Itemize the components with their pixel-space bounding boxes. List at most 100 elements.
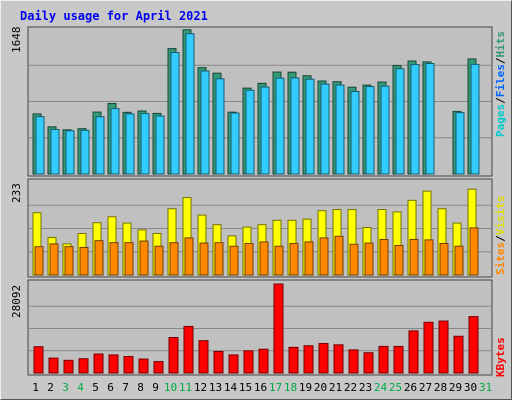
files-bar-day-12 <box>200 70 210 175</box>
kbytes-bar-day-5 <box>93 353 104 374</box>
kbytes-bar-day-2 <box>48 357 59 374</box>
x-tick-day-4: 4 <box>77 381 84 394</box>
x-tick-day-5: 5 <box>92 381 99 394</box>
sites-bar-day-11 <box>184 237 194 276</box>
kbytes-bar-day-10 <box>168 337 179 374</box>
kbytes-bar-day-11 <box>183 325 194 374</box>
legend-visits: Visits <box>494 196 507 236</box>
sites-bar-day-4 <box>79 246 89 276</box>
kbytes-ytick: 28092 <box>10 285 23 318</box>
sites-bar-day-27 <box>424 239 434 276</box>
kbytes-bar-day-20 <box>318 343 329 374</box>
kbytes-bar-day-17 <box>273 283 284 374</box>
sites-bar-day-26 <box>409 238 419 276</box>
kbytes-bar-day-13 <box>213 350 224 374</box>
kbytes-bar-day-9 <box>153 361 164 374</box>
x-tick-day-22: 22 <box>344 381 357 394</box>
legend-sites: Sites <box>494 242 507 275</box>
x-tick-day-15: 15 <box>239 381 252 394</box>
x-tick-day-26: 26 <box>404 381 417 394</box>
files-bar-day-30 <box>470 63 480 175</box>
files-bar-day-23 <box>365 86 375 175</box>
sites-bar-day-23 <box>364 242 374 276</box>
kbytes-bar-day-14 <box>228 354 239 374</box>
x-tick-day-30: 30 <box>464 381 477 394</box>
kbytes-panel-marks <box>29 283 491 374</box>
sites-bar-day-15 <box>244 242 254 276</box>
kbytes-legend: KBytes <box>494 337 507 377</box>
files-bar-day-21 <box>335 84 345 175</box>
sites-bar-day-13 <box>214 242 224 276</box>
x-tick-day-23: 23 <box>359 381 372 394</box>
kbytes-bar-day-19 <box>303 345 314 374</box>
files-bar-day-17 <box>275 77 285 175</box>
files-bar-day-9 <box>155 115 165 175</box>
sites-bar-day-28 <box>439 242 449 276</box>
chart-title: Daily usage for April 2021 <box>20 9 208 23</box>
kbytes-bar-day-7 <box>123 356 134 374</box>
sites-bar-day-18 <box>289 242 299 276</box>
kbytes-bar-day-8 <box>138 358 149 374</box>
sites-bar-day-12 <box>199 242 209 276</box>
files-bar-day-16 <box>260 86 270 175</box>
legend-pages: Pages <box>494 104 507 137</box>
x-tick-day-10: 10 <box>164 381 177 394</box>
kbytes-bar-day-22 <box>348 349 359 374</box>
kbytes-bar-day-30 <box>468 316 479 374</box>
kbytes-bar-day-18 <box>288 346 299 374</box>
sites-bar-day-21 <box>334 235 344 276</box>
files-bar-day-19 <box>305 78 315 175</box>
legend-files: Files <box>494 64 507 97</box>
visits-ytick: 233 <box>10 183 23 203</box>
x-tick-day-9: 9 <box>152 381 159 394</box>
hits-panel-marks <box>29 29 491 175</box>
kbytes-bar-day-25 <box>393 345 404 374</box>
hits-ytick: 1648 <box>10 27 23 54</box>
kbytes-bar-day-6 <box>108 354 119 374</box>
sites-bar-day-30 <box>469 227 479 276</box>
x-tick-day-1: 1 <box>32 381 39 394</box>
sites-bar-day-17 <box>274 245 284 276</box>
sites-bar-day-24 <box>379 238 389 276</box>
files-bar-day-4 <box>80 129 90 175</box>
sites-bar-day-10 <box>169 242 179 276</box>
files-bar-day-5 <box>95 116 105 175</box>
x-axis-day-labels: 1 2 3 4 5 6 7 8 9 10 11 12 13 14 15 16 17 18 19 20 21 22 23 24 2… <box>32 381 492 394</box>
x-tick-day-17: 17 <box>269 381 282 394</box>
x-tick-day-25: 25 <box>389 381 402 394</box>
sites-bar-day-9 <box>154 245 164 276</box>
files-bar-day-14 <box>230 112 240 175</box>
x-tick-day-13: 13 <box>209 381 222 394</box>
kbytes-bar-day-24 <box>378 345 389 374</box>
kbytes-bar-day-16 <box>258 348 269 374</box>
x-tick-day-27: 27 <box>419 381 432 394</box>
kbytes-bar-day-3 <box>63 359 74 374</box>
sites-bar-day-3 <box>64 246 74 276</box>
files-bar-day-27 <box>425 62 435 175</box>
x-tick-day-31: 31 <box>479 381 492 394</box>
x-tick-day-21: 21 <box>329 381 342 394</box>
visits-panel-marks <box>29 188 491 276</box>
x-tick-day-29: 29 <box>449 381 462 394</box>
x-tick-day-3: 3 <box>62 381 69 394</box>
x-tick-day-2: 2 <box>47 381 54 394</box>
x-tick-day-8: 8 <box>137 381 144 394</box>
files-bar-day-26 <box>410 64 420 175</box>
visits-legend: Sites/Visits <box>494 196 507 276</box>
sites-bar-day-20 <box>319 237 329 276</box>
files-bar-day-22 <box>350 90 360 175</box>
sites-bar-day-25 <box>394 244 404 276</box>
x-tick-day-14: 14 <box>224 381 238 394</box>
x-tick-day-19: 19 <box>299 381 312 394</box>
files-bar-day-6 <box>110 108 120 175</box>
hits-legend: Pages/Files/Hits <box>494 31 507 137</box>
kbytes-bar-day-27 <box>423 321 434 374</box>
kbytes-bar-day-23 <box>363 352 374 374</box>
sites-bar-day-14 <box>229 245 239 276</box>
kbytes-bar-day-26 <box>408 330 419 374</box>
legend-kbytes: KBytes <box>494 337 507 377</box>
files-bar-day-24 <box>380 85 390 175</box>
x-tick-day-28: 28 <box>434 381 447 394</box>
files-bar-day-8 <box>140 113 150 175</box>
